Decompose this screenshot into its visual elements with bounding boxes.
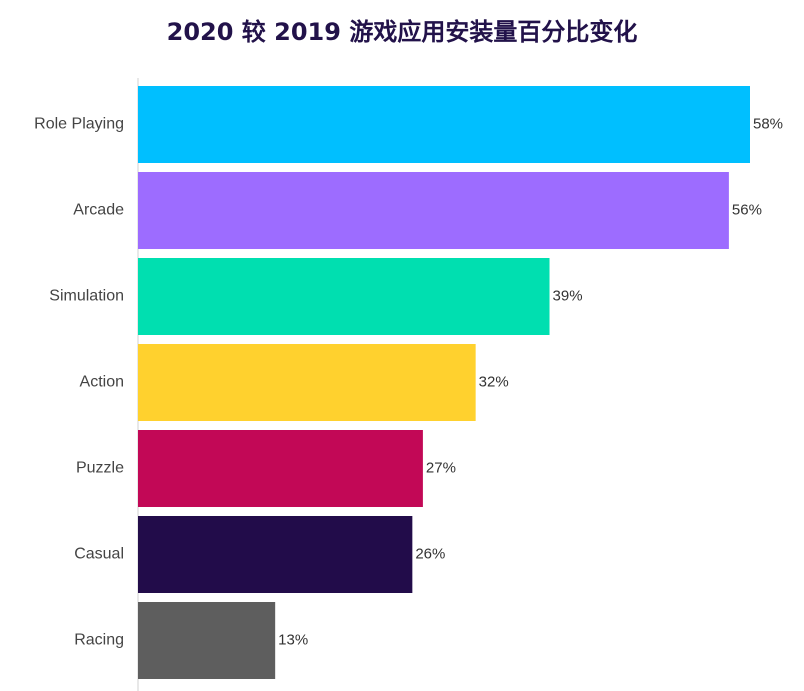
- category-label: Casual: [74, 546, 124, 563]
- bar-arcade: [138, 172, 729, 249]
- bar-puzzle: [138, 430, 423, 507]
- value-label: 56%: [732, 201, 762, 218]
- category-label: Arcade: [73, 202, 124, 219]
- value-label: 13%: [278, 631, 308, 648]
- category-label: Puzzle: [76, 460, 124, 477]
- category-label: Racing: [74, 632, 124, 649]
- category-label: Action: [80, 374, 124, 391]
- bar-action: [138, 344, 476, 421]
- chart-title: 2020 较 2019 游戏应用安装量百分比变化: [166, 18, 638, 46]
- bar-racing: [138, 602, 276, 679]
- bar-role-playing: [138, 86, 750, 163]
- bars-layer: Role Playing 58% Arcade 56% Simulation 39% Act…: [34, 86, 783, 679]
- value-label: 27%: [426, 459, 456, 476]
- value-label: 26%: [415, 545, 445, 562]
- value-label: 32%: [479, 373, 509, 390]
- value-label: 58%: [753, 115, 783, 132]
- value-label: 39%: [553, 287, 583, 304]
- bar-casual: [138, 516, 413, 593]
- category-label: Role Playing: [34, 116, 124, 133]
- category-label: Simulation: [49, 288, 124, 305]
- bar-simulation: [138, 258, 550, 335]
